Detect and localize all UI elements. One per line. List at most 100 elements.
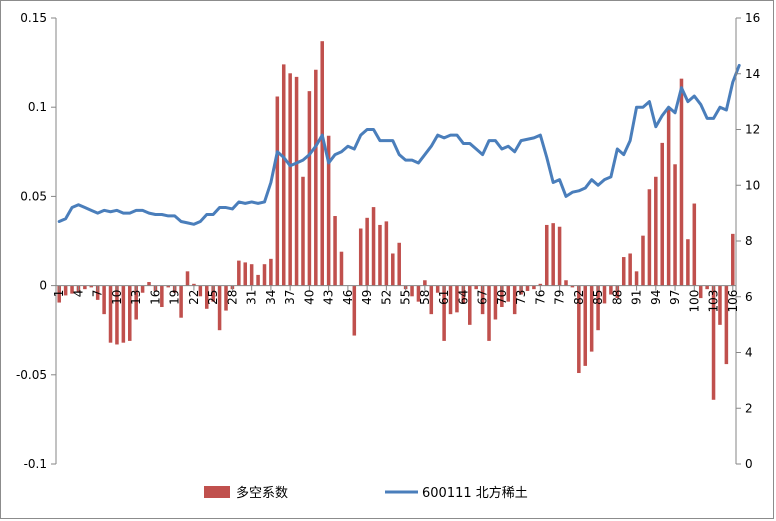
bar-75 — [532, 285, 536, 290]
bar-80 — [564, 280, 568, 286]
bar-102 — [705, 285, 709, 290]
right-tick-label: 8 — [745, 234, 753, 248]
legend-line-label: 600111 北方稀土 — [422, 485, 528, 501]
bar-77 — [544, 224, 549, 286]
bar-48 — [358, 228, 363, 286]
bar-15 — [147, 282, 151, 286]
x-tick-label: 22 — [187, 290, 201, 305]
bar-39 — [301, 176, 305, 286]
bar-60 — [435, 285, 440, 293]
x-tick-label: 73 — [514, 290, 528, 305]
bar-34 — [269, 258, 273, 286]
right-tick-label: 0 — [745, 457, 753, 471]
bar-24 — [204, 285, 209, 309]
bar-72 — [512, 285, 517, 315]
x-tick-label: 16 — [148, 290, 162, 305]
x-tick-label: 55 — [399, 290, 413, 305]
x-tick-label: 28 — [225, 290, 239, 305]
x-tick-label: 40 — [302, 290, 316, 305]
bar-32 — [256, 274, 260, 286]
x-tick-label: 19 — [168, 290, 182, 305]
bar-59 — [429, 285, 434, 315]
bar-12 — [128, 285, 132, 341]
x-tick-label: 52 — [379, 290, 393, 305]
bar-40 — [307, 91, 312, 286]
x-tick-label: 100 — [687, 290, 701, 313]
bar-36 — [281, 64, 286, 286]
bar-66 — [474, 285, 478, 290]
bar-6 — [89, 285, 94, 288]
x-tick-label: 88 — [610, 290, 624, 305]
bar-37 — [288, 73, 292, 286]
bar-29 — [237, 260, 241, 286]
bar-17 — [160, 285, 164, 308]
bar-82 — [577, 285, 581, 374]
bar-71 — [506, 285, 511, 302]
right-tick-label: 6 — [745, 290, 753, 304]
left-tick-label: -0.05 — [16, 368, 47, 382]
bar-87 — [609, 285, 613, 295]
right-axis-ticks: 0 2 4 6 8 10 12 14 16 — [736, 11, 760, 471]
price-line — [57, 63, 741, 226]
bar-91 — [634, 271, 639, 286]
x-tick-label: 25 — [206, 290, 220, 305]
bar-33 — [262, 264, 267, 286]
bar-10 — [115, 285, 119, 345]
bar-68 — [487, 285, 491, 341]
bar-41 — [314, 69, 318, 286]
bar-21 — [185, 271, 190, 286]
bar-26 — [217, 285, 222, 331]
bar-54 — [397, 242, 401, 286]
x-tick-label: 10 — [110, 290, 124, 305]
right-tick-label: 12 — [745, 123, 760, 137]
bar-81 — [570, 285, 575, 288]
x-tick-label: 82 — [572, 290, 586, 305]
x-tick-label: 7 — [91, 290, 105, 298]
bar-35 — [275, 96, 280, 286]
left-tick-label: 0 — [39, 279, 47, 293]
bar-51 — [378, 224, 382, 286]
bar-106 — [731, 233, 735, 286]
bar-31 — [249, 264, 254, 286]
bar-11 — [121, 285, 126, 343]
right-tick-label: 16 — [745, 11, 760, 25]
bar-30 — [243, 262, 248, 286]
legend-bar-label: 多空系数 — [236, 485, 288, 501]
x-tick-label: 43 — [322, 290, 336, 305]
bar-97 — [673, 164, 677, 286]
bar-92 — [641, 235, 645, 286]
bar-18 — [166, 285, 171, 288]
left-tick-label: 0.05 — [20, 189, 47, 203]
x-tick-label: 37 — [283, 290, 297, 305]
bar-42 — [320, 41, 324, 286]
legend: 多空系数 600111 北方稀土 — [204, 485, 528, 501]
bar-38 — [294, 76, 299, 286]
bar-series — [57, 41, 735, 400]
bar-79 — [557, 226, 562, 286]
legend-bar-swatch — [204, 486, 230, 498]
x-tick-label: 31 — [245, 290, 259, 305]
axes — [55, 18, 737, 464]
x-tick-label: 49 — [360, 290, 374, 305]
bar-105 — [724, 285, 729, 365]
x-tick-label: 64 — [456, 290, 470, 305]
bar-89 — [621, 257, 626, 286]
bar-5 — [83, 285, 87, 290]
bar-83 — [583, 285, 588, 366]
bar-88 — [615, 285, 620, 299]
right-tick-label: 10 — [745, 178, 760, 192]
bar-84 — [589, 285, 594, 352]
bar-52 — [384, 221, 389, 286]
x-tick-label: 67 — [476, 290, 490, 305]
bar-90 — [628, 253, 632, 286]
bar-100 — [692, 203, 697, 286]
bar-96 — [666, 108, 671, 286]
bar-62 — [448, 285, 453, 315]
x-tick-label: 61 — [437, 290, 451, 305]
bar-61 — [442, 285, 446, 341]
x-tick-label: 97 — [668, 290, 682, 305]
bar-95 — [660, 142, 664, 286]
bar-104 — [718, 285, 722, 325]
bar-45 — [339, 251, 344, 286]
bar-43 — [326, 135, 331, 286]
